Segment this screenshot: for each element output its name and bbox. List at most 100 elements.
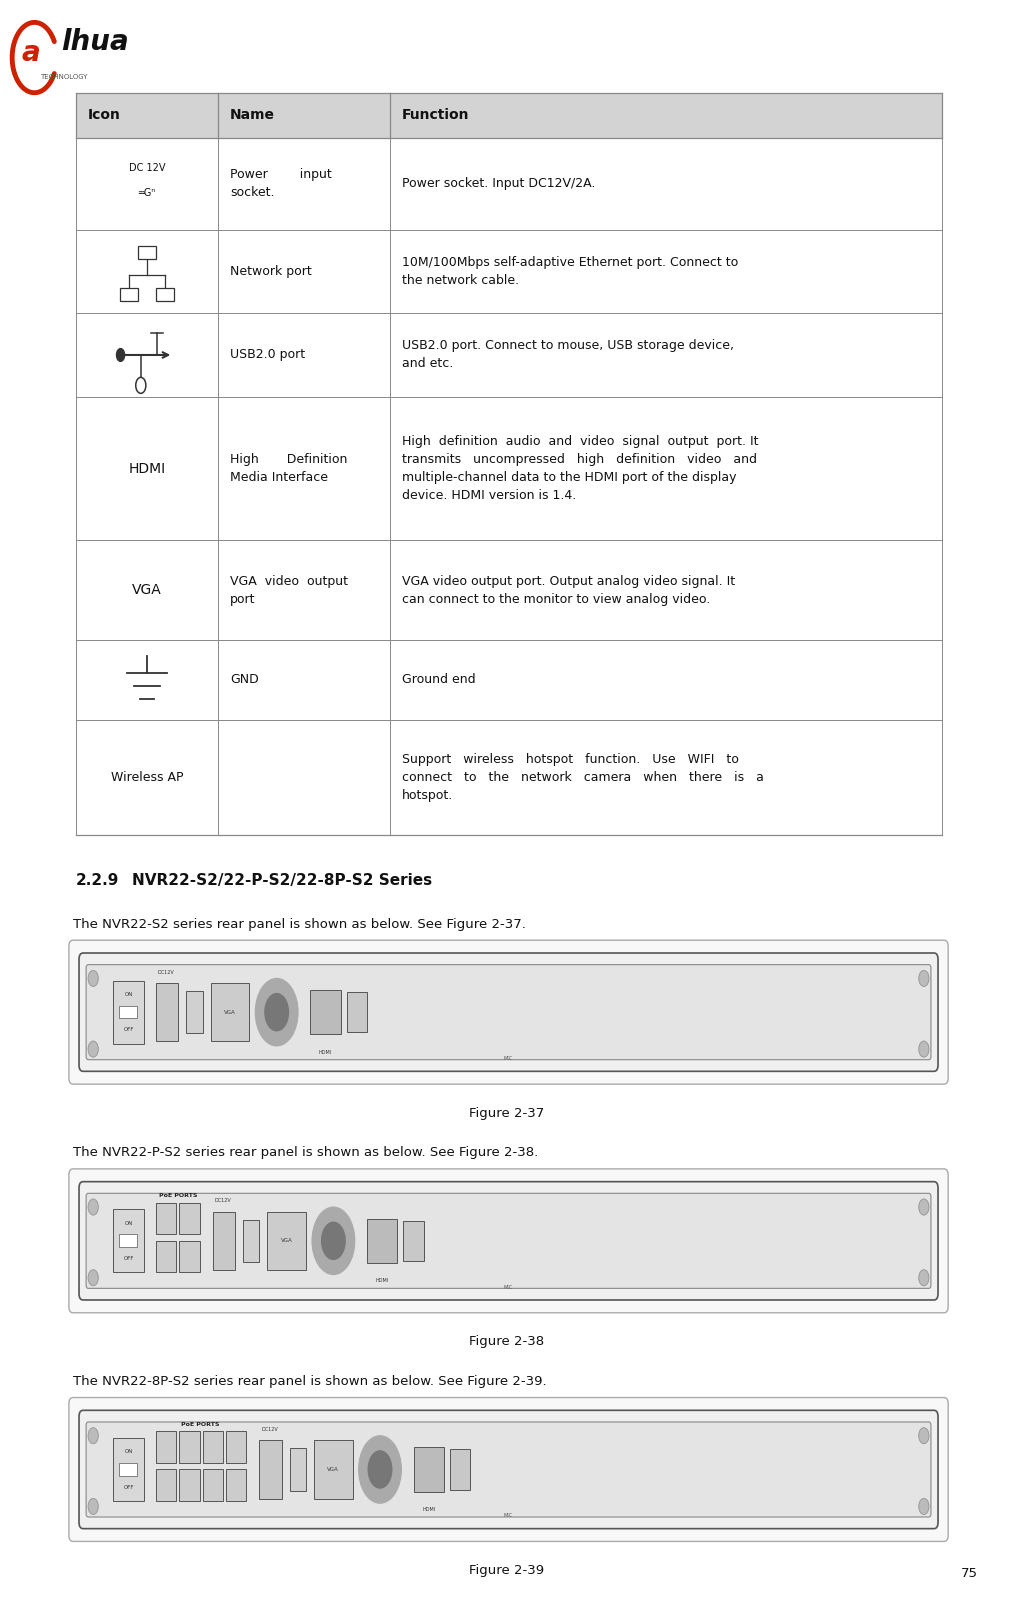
Bar (450, 1449, 470, 1490)
Circle shape (88, 1041, 98, 1057)
Text: ON: ON (125, 991, 133, 996)
Circle shape (88, 1428, 98, 1444)
Bar (186, 991, 203, 1033)
Text: HDMI: HDMI (422, 1508, 436, 1513)
Text: VGA: VGA (132, 584, 162, 596)
Bar (119, 1463, 137, 1476)
Text: High  definition  audio  and  video  signal  output  port. It
transmits   uncomp: High definition audio and video signal o… (402, 435, 759, 502)
Bar (76, 313, 942, 397)
Bar (76, 397, 942, 540)
Bar (156, 1241, 176, 1273)
Text: MIC: MIC (503, 1513, 514, 1519)
Circle shape (919, 971, 929, 987)
Bar (226, 1469, 246, 1501)
Bar (346, 991, 367, 1033)
Circle shape (359, 1436, 401, 1503)
Text: PoE PORTS: PoE PORTS (181, 1422, 220, 1426)
Circle shape (116, 349, 125, 361)
Text: MIC: MIC (503, 1284, 514, 1290)
Circle shape (919, 1498, 929, 1514)
Text: ON: ON (125, 1449, 133, 1453)
Bar (310, 990, 340, 1035)
Text: 2.2.9: 2.2.9 (76, 873, 120, 887)
Bar (156, 1202, 176, 1234)
Circle shape (312, 1207, 355, 1274)
FancyBboxPatch shape (86, 964, 931, 1060)
Circle shape (322, 1222, 345, 1260)
Text: VGA  video  output
port: VGA video output port (230, 574, 347, 606)
FancyBboxPatch shape (86, 1193, 931, 1289)
Text: PoE PORTS: PoE PORTS (159, 1193, 198, 1198)
Text: The NVR22-S2 series rear panel is shown as below. See Figure 2-37.: The NVR22-S2 series rear panel is shown … (73, 918, 526, 931)
Bar (113, 1438, 144, 1501)
Bar (203, 1469, 223, 1501)
Text: HDMI: HDMI (319, 1051, 332, 1055)
FancyBboxPatch shape (86, 1422, 931, 1517)
Circle shape (88, 971, 98, 987)
Bar (76, 93, 942, 138)
Text: DC 12V: DC 12V (129, 163, 165, 173)
Circle shape (265, 993, 289, 1031)
Circle shape (88, 1199, 98, 1215)
Circle shape (88, 1498, 98, 1514)
Bar (113, 1209, 144, 1273)
Text: The NVR22-P-S2 series rear panel is shown as below. See Figure 2-38.: The NVR22-P-S2 series rear panel is show… (73, 1146, 538, 1159)
Circle shape (919, 1270, 929, 1286)
Bar (119, 1234, 137, 1247)
Text: HDMI: HDMI (129, 462, 165, 475)
Bar (120, 288, 138, 301)
Bar (203, 1431, 223, 1463)
FancyBboxPatch shape (79, 1182, 938, 1300)
Bar (314, 1441, 353, 1498)
Bar (119, 1006, 137, 1019)
Text: Name: Name (230, 109, 275, 122)
Bar (226, 1431, 246, 1463)
Text: HDMI: HDMI (376, 1279, 389, 1284)
Bar (156, 1469, 176, 1501)
Bar (156, 983, 178, 1041)
FancyBboxPatch shape (79, 953, 938, 1071)
Text: USB2.0 port. Connect to mouse, USB storage device,
and etc.: USB2.0 port. Connect to mouse, USB stora… (402, 339, 734, 371)
FancyBboxPatch shape (69, 1169, 948, 1313)
Text: DC12V: DC12V (261, 1426, 278, 1431)
Circle shape (369, 1450, 392, 1489)
Text: lhua: lhua (61, 27, 129, 56)
Text: The NVR22-8P-S2 series rear panel is shown as below. See Figure 2-39.: The NVR22-8P-S2 series rear panel is sho… (73, 1375, 547, 1388)
FancyBboxPatch shape (79, 1410, 938, 1529)
Text: Figure 2-38: Figure 2-38 (469, 1335, 544, 1348)
Bar (211, 983, 249, 1041)
Bar (243, 1220, 259, 1262)
Text: Icon: Icon (88, 109, 121, 122)
Text: ON: ON (125, 1220, 133, 1225)
Text: Power socket. Input DC12V/2A.: Power socket. Input DC12V/2A. (402, 177, 596, 190)
Text: OFF: OFF (124, 1028, 134, 1033)
FancyBboxPatch shape (69, 940, 948, 1084)
Text: Power        input
socket.: Power input socket. (230, 168, 331, 200)
Circle shape (919, 1199, 929, 1215)
Text: NVR22-S2/22-P-S2/22-8P-S2 Series: NVR22-S2/22-P-S2/22-8P-S2 Series (132, 873, 432, 887)
Bar (76, 720, 942, 835)
Text: a: a (22, 38, 41, 67)
Text: VGA: VGA (327, 1466, 339, 1473)
Bar (267, 1212, 306, 1270)
Text: Wireless AP: Wireless AP (110, 771, 183, 784)
Bar (413, 1447, 444, 1492)
Text: VGA: VGA (281, 1238, 293, 1244)
FancyBboxPatch shape (69, 1398, 948, 1541)
Text: DC12V: DC12V (215, 1198, 231, 1202)
Bar (76, 230, 942, 313)
Bar (179, 1469, 200, 1501)
Bar (179, 1431, 200, 1463)
Text: USB2.0 port: USB2.0 port (230, 349, 305, 361)
Text: Figure 2-37: Figure 2-37 (469, 1107, 544, 1119)
Bar (76, 640, 942, 720)
Bar (76, 540, 942, 640)
Text: Ground end: Ground end (402, 673, 476, 686)
Circle shape (88, 1270, 98, 1286)
Text: ═Gⁿ: ═Gⁿ (138, 189, 156, 198)
Text: OFF: OFF (124, 1485, 134, 1490)
Text: VGA video output port. Output analog video signal. It
can connect to the monitor: VGA video output port. Output analog vid… (402, 574, 735, 606)
Text: Support   wireless   hotspot   function.   Use   WIFI   to
connect   to   the   : Support wireless hotspot function. Use W… (402, 753, 764, 801)
Text: 10M/100Mbps self-adaptive Ethernet port. Connect to
the network cable.: 10M/100Mbps self-adaptive Ethernet port.… (402, 256, 738, 288)
Text: Network port: Network port (230, 265, 312, 278)
